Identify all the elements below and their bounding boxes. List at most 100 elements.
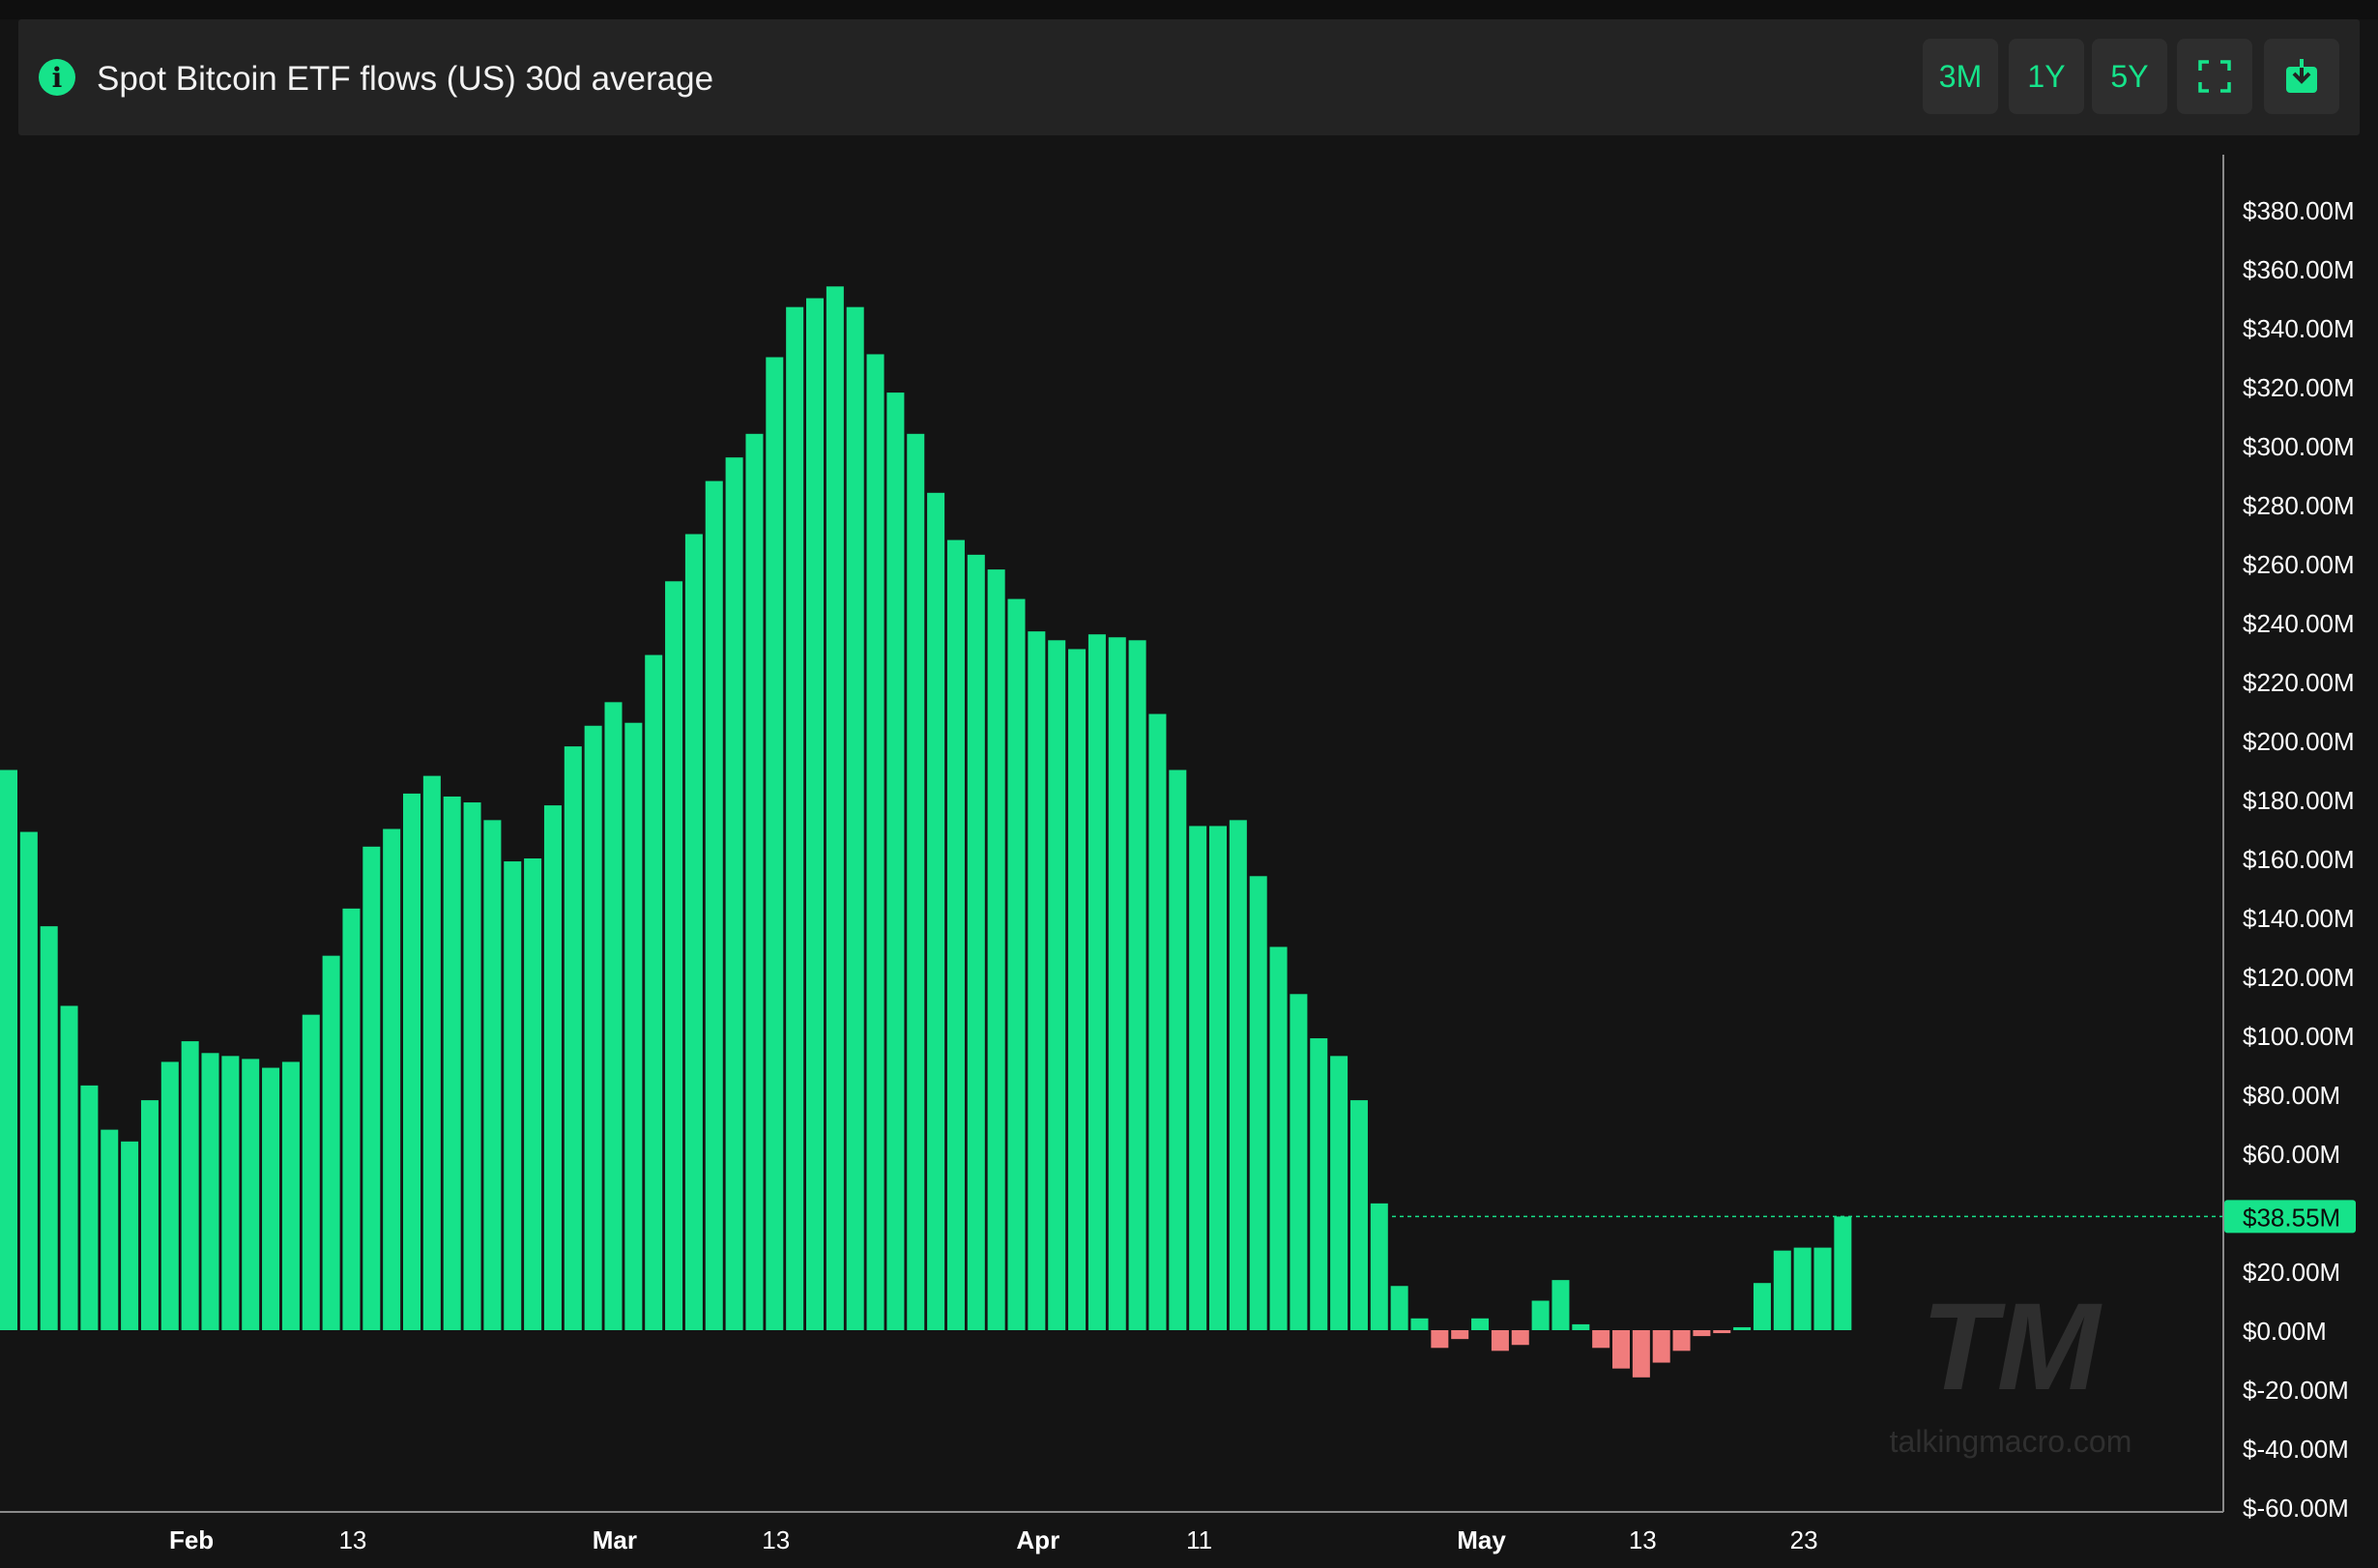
bar[interactable] xyxy=(1148,713,1167,1330)
bar[interactable] xyxy=(1310,1038,1328,1330)
bar[interactable] xyxy=(443,796,461,1330)
bar[interactable] xyxy=(1471,1318,1490,1330)
bar[interactable] xyxy=(60,1005,78,1331)
bar[interactable] xyxy=(866,354,884,1330)
bar[interactable] xyxy=(1128,640,1146,1330)
bar[interactable] xyxy=(946,539,965,1330)
bar[interactable] xyxy=(362,846,381,1330)
bar[interactable] xyxy=(1813,1247,1832,1330)
bar[interactable] xyxy=(1592,1330,1610,1349)
bar[interactable] xyxy=(1672,1330,1691,1351)
bar[interactable] xyxy=(1773,1250,1791,1330)
bar[interactable] xyxy=(463,802,481,1330)
bar[interactable] xyxy=(1552,1280,1570,1330)
bar[interactable] xyxy=(684,534,703,1331)
bar[interactable] xyxy=(242,1059,260,1330)
bar[interactable] xyxy=(624,722,643,1330)
bar[interactable] xyxy=(1068,649,1087,1330)
bar[interactable] xyxy=(745,433,764,1330)
bar[interactable] xyxy=(1108,637,1126,1330)
bar[interactable] xyxy=(584,725,602,1330)
bar[interactable] xyxy=(1733,1326,1752,1330)
bar[interactable] xyxy=(1290,994,1308,1330)
bar[interactable] xyxy=(725,457,743,1330)
bar[interactable] xyxy=(967,554,985,1330)
bar[interactable] xyxy=(1249,876,1267,1330)
bar[interactable] xyxy=(927,492,945,1330)
bar[interactable] xyxy=(19,831,38,1330)
bar[interactable] xyxy=(987,569,1005,1330)
bar[interactable] xyxy=(1632,1330,1650,1378)
bar[interactable] xyxy=(1431,1330,1449,1349)
bar[interactable] xyxy=(403,793,420,1330)
bar[interactable] xyxy=(1189,826,1207,1330)
bar[interactable] xyxy=(160,1061,179,1330)
bar[interactable] xyxy=(140,1100,159,1330)
bar[interactable] xyxy=(322,955,340,1330)
bar[interactable] xyxy=(1612,1330,1630,1369)
bar[interactable] xyxy=(564,746,582,1330)
bar[interactable] xyxy=(766,357,784,1331)
bar[interactable] xyxy=(645,654,663,1330)
bar[interactable] xyxy=(383,828,401,1331)
bar[interactable] xyxy=(1834,1216,1852,1330)
bar[interactable] xyxy=(181,1041,199,1330)
bar[interactable] xyxy=(1269,946,1288,1331)
range-3m-button[interactable]: 3M xyxy=(1923,39,1998,114)
bar[interactable] xyxy=(907,433,925,1330)
bar[interactable] xyxy=(806,298,824,1331)
bar[interactable] xyxy=(1229,820,1247,1330)
bar[interactable] xyxy=(604,702,623,1330)
bar[interactable] xyxy=(1007,598,1026,1330)
bar[interactable] xyxy=(1330,1056,1348,1330)
bar[interactable] xyxy=(101,1129,119,1330)
bar[interactable] xyxy=(1169,769,1187,1331)
bar-chart[interactable]: TM talkingmacro.com $380.00M $360.00M $340… xyxy=(0,135,2378,1568)
info-icon[interactable]: i xyxy=(39,59,75,96)
bar[interactable] xyxy=(1652,1330,1670,1363)
bar[interactable] xyxy=(1491,1330,1509,1351)
bar[interactable] xyxy=(886,392,905,1331)
bar[interactable] xyxy=(302,1014,320,1330)
bar[interactable] xyxy=(342,908,361,1330)
bar[interactable] xyxy=(1028,631,1046,1330)
bar[interactable] xyxy=(504,861,522,1330)
bar[interactable] xyxy=(786,306,804,1330)
bar[interactable] xyxy=(1370,1203,1388,1330)
bar[interactable] xyxy=(1209,826,1227,1330)
bar[interactable] xyxy=(201,1053,219,1330)
bar[interactable] xyxy=(221,1056,240,1330)
bar[interactable] xyxy=(1793,1247,1812,1330)
range-1y-button[interactable]: 1Y xyxy=(2009,39,2084,114)
bar[interactable] xyxy=(1531,1300,1550,1331)
last-value-label: $38.55M xyxy=(2243,1203,2340,1232)
bar[interactable] xyxy=(1390,1286,1408,1330)
bar[interactable] xyxy=(0,769,17,1331)
bar[interactable] xyxy=(1713,1330,1731,1334)
bar[interactable] xyxy=(1572,1323,1590,1330)
bar[interactable] xyxy=(262,1067,280,1330)
bar[interactable] xyxy=(826,286,844,1330)
bar[interactable] xyxy=(422,775,441,1330)
fullscreen-button[interactable] xyxy=(2177,39,2252,114)
bar[interactable] xyxy=(40,926,58,1330)
bar[interactable] xyxy=(1753,1283,1771,1330)
bar[interactable] xyxy=(846,306,864,1330)
bar[interactable] xyxy=(1088,634,1106,1330)
bar[interactable] xyxy=(1410,1318,1429,1330)
bar[interactable] xyxy=(483,820,502,1330)
bar[interactable] xyxy=(281,1061,300,1330)
bar[interactable] xyxy=(1693,1330,1711,1337)
bar[interactable] xyxy=(524,858,542,1330)
download-button[interactable] xyxy=(2264,39,2339,114)
bar[interactable] xyxy=(80,1085,99,1330)
bar[interactable] xyxy=(543,805,562,1330)
bar[interactable] xyxy=(1511,1330,1529,1346)
bar[interactable] xyxy=(1349,1100,1368,1330)
bar[interactable] xyxy=(705,480,723,1331)
bar[interactable] xyxy=(1048,640,1066,1330)
bar[interactable] xyxy=(665,581,683,1330)
bar[interactable] xyxy=(1451,1330,1469,1340)
range-5y-button[interactable]: 5Y xyxy=(2092,39,2167,114)
bar[interactable] xyxy=(121,1141,139,1330)
